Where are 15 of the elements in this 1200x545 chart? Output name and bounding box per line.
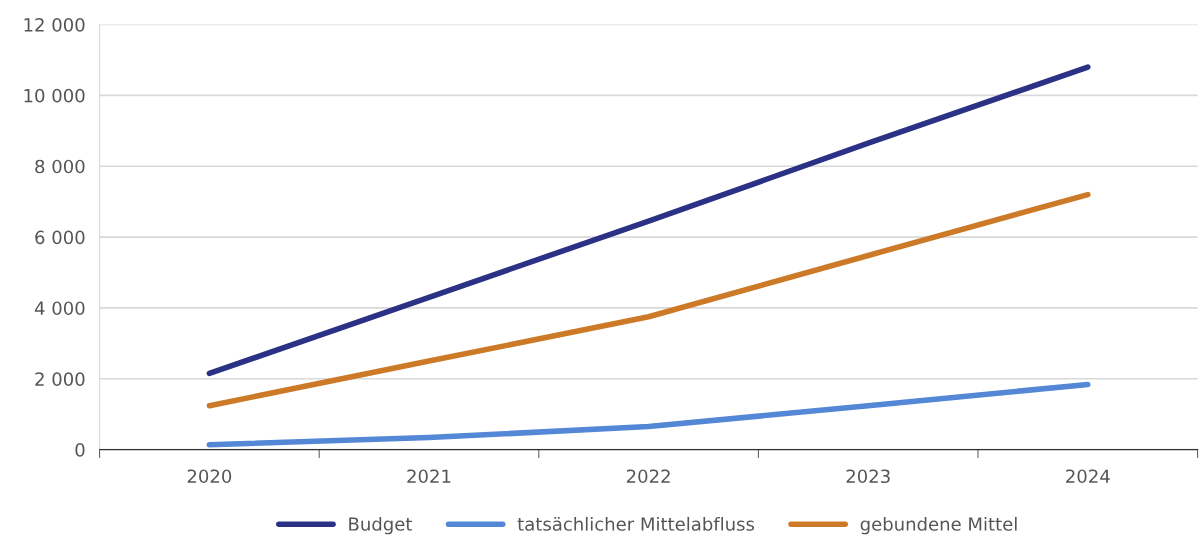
x-tick-label: 2023 bbox=[846, 469, 890, 484]
y-tick-label: 0 bbox=[75, 443, 85, 457]
legend-label: tatsächlicher Mittelabfluss bbox=[517, 516, 755, 531]
legend-label: gebundene Mittel bbox=[860, 516, 1017, 535]
x-tick-label: 2020 bbox=[187, 469, 232, 484]
y-tick-label: 8 000 bbox=[35, 159, 85, 174]
y-tick-label: 6 000 bbox=[35, 230, 85, 245]
legend-label: Budget bbox=[349, 516, 413, 535]
y-tick-label: 2 000 bbox=[35, 372, 85, 386]
x-tick-label: 2021 bbox=[407, 469, 451, 484]
y-tick-label: 10 000 bbox=[24, 88, 85, 103]
x-tick-label: 2024 bbox=[1066, 469, 1110, 484]
y-tick-label: 4 000 bbox=[34, 301, 85, 316]
x-tick-label: 2022 bbox=[626, 469, 670, 484]
y-tick-label: 12 000 bbox=[24, 17, 85, 32]
